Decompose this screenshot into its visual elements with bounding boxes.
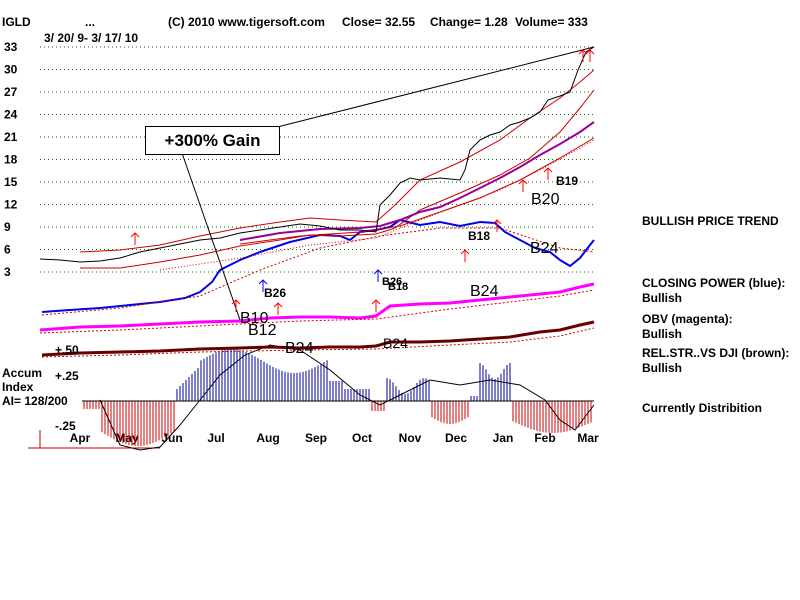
signal-arrow <box>492 219 502 232</box>
y-tick-label: 3 <box>4 265 11 279</box>
signal-arrow <box>585 49 595 62</box>
trend-status: BULLISH PRICE TREND <box>642 214 779 228</box>
signal-arrow <box>130 232 140 245</box>
relstr-ma <box>41 327 595 358</box>
accum-tick-pos25: +.25 <box>55 369 79 383</box>
ai-value: AI= 128/200 <box>2 394 68 408</box>
accum-smooth-line <box>99 344 595 451</box>
lower-band <box>80 89 595 269</box>
close-value: Close= 32.55 <box>342 15 416 29</box>
signal-arrow <box>460 249 470 262</box>
signal-label: B18 <box>388 281 409 293</box>
signal-label: B10 <box>240 310 269 327</box>
x-tick-label: Oct <box>352 431 372 445</box>
obv-line <box>39 282 595 332</box>
x-tick-label: Apr <box>70 431 91 445</box>
x-tick-label: Mar <box>577 431 599 445</box>
x-tick-label: Dec <box>445 431 467 445</box>
x-tick-label: Nov <box>399 431 422 445</box>
y-tick-label: 21 <box>4 130 18 144</box>
gain-callout: +300% Gain <box>145 126 280 155</box>
signal-label: B24 <box>285 340 314 357</box>
x-tick-label: Aug <box>256 431 279 445</box>
y-tick-label: 33 <box>4 40 18 54</box>
y-tick-label: 12 <box>4 198 18 212</box>
y-tick-label: 9 <box>4 220 11 234</box>
x-tick-label: May <box>115 431 139 445</box>
relstr-line <box>41 320 595 357</box>
y-tick-label: 6 <box>4 243 11 257</box>
x-tick-label: Jan <box>493 431 514 445</box>
copyright: (C) 2010 www.tigersoft.com <box>168 15 325 29</box>
ticker-label: IGLD <box>2 15 31 29</box>
signal-arrow <box>543 167 553 180</box>
signal-arrow <box>373 269 383 282</box>
obv-label: OBV (magenta): <box>642 312 733 326</box>
signal-arrow <box>273 302 283 315</box>
signal-label: B24 <box>530 240 559 257</box>
header-ellipsis: ... <box>85 15 96 29</box>
upper-band <box>79 69 595 253</box>
signal-arrow <box>578 49 588 62</box>
accum-tick-pos50: +.50 <box>55 343 79 357</box>
signal-label: B12 <box>248 322 277 339</box>
y-tick-label: 27 <box>4 85 18 99</box>
closing-power-label: CLOSING POWER (blue): <box>642 276 786 290</box>
signal-label: B26 <box>382 276 403 288</box>
closing-power-ma <box>41 227 595 316</box>
callout-pointer <box>181 152 241 321</box>
change-value: Change= 1.28 <box>430 15 508 29</box>
price-line <box>39 46 595 263</box>
x-tick-label: Jul <box>207 431 224 445</box>
signal-arrow <box>231 299 241 312</box>
signal-arrow <box>371 299 381 312</box>
x-tick-label: Sep <box>305 431 327 445</box>
signal-arrow <box>258 279 268 292</box>
y-tick-label: 15 <box>4 175 18 189</box>
index-label: Index <box>2 380 34 394</box>
obv-value: Bullish <box>642 327 683 341</box>
signal-arrow <box>518 179 528 192</box>
y-tick-label: 18 <box>4 153 18 167</box>
y-axis-ticks: 33 30 27 24 21 18 15 12 9 6 3 <box>4 40 18 279</box>
x-tick-label: Jun <box>161 431 182 445</box>
relstr-label: REL.STR..VS DJI (brown): <box>642 346 790 360</box>
accum-label: Accum <box>2 366 43 380</box>
price-ma-red <box>239 137 595 245</box>
y-tick-label: 24 <box>4 108 18 122</box>
distribution-status: Currently Distribition <box>642 401 763 415</box>
signal-label: B24 <box>470 283 499 300</box>
gridlines <box>40 46 594 273</box>
signal-label: B18 <box>468 229 491 243</box>
signal-label: B26 <box>264 286 287 300</box>
obv-ma <box>39 289 595 334</box>
accum-index-bars <box>83 349 592 446</box>
relstr-value: Bullish <box>642 361 683 375</box>
price-ma-purple <box>239 121 595 241</box>
closing-power-value: Bullish <box>642 291 683 305</box>
date-range: 3/ 20/ 9- 3/ 17/ 10 <box>44 31 139 45</box>
x-axis-ticks: Apr May Jun Jul Aug Sep Oct Nov Dec Jan Feb Mar <box>70 431 599 445</box>
signal-arrows <box>130 49 595 315</box>
signal-label: B19 <box>556 174 579 188</box>
signal-label: B24 <box>383 335 408 351</box>
y-tick-label: 30 <box>4 63 18 77</box>
x-tick-label: Feb <box>534 431 555 445</box>
signal-label: B20 <box>531 191 560 208</box>
volume-value: Volume= 333 <box>515 15 588 29</box>
accum-tick-neg25: -.25 <box>55 419 76 433</box>
